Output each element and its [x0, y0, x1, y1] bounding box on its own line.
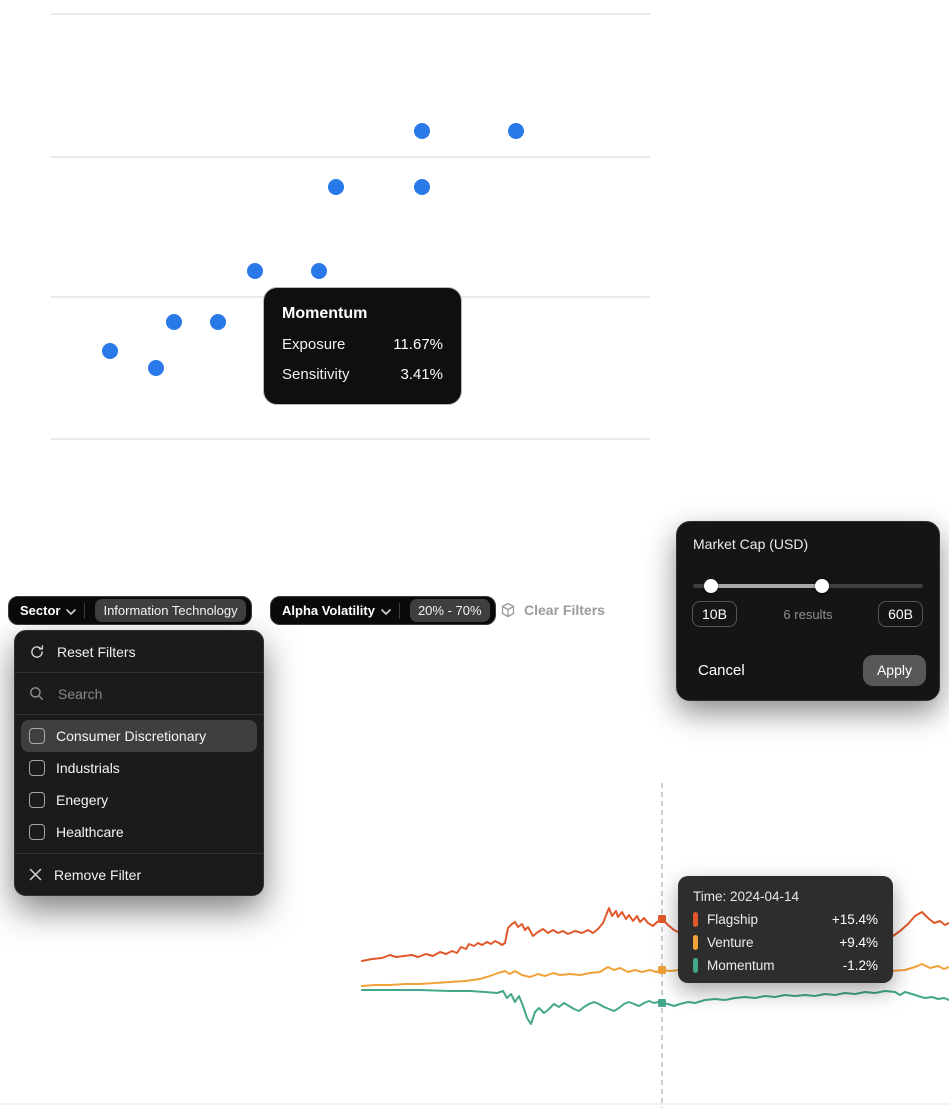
sector-filter-value-chip[interactable]: Information Technology — [95, 599, 246, 622]
tooltip-time: Time: 2024-04-14 — [693, 889, 800, 904]
checkbox[interactable] — [29, 760, 45, 776]
scatter-point[interactable] — [414, 179, 430, 195]
timeseries-tooltip: Time: 2024-04-14 Flagship +15.4% Venture… — [678, 876, 893, 983]
scatter-point[interactable] — [166, 314, 182, 330]
results-count: 6 results — [783, 607, 833, 622]
reset-filters-item[interactable]: Reset Filters — [15, 631, 263, 672]
remove-filter-label: Remove Filter — [54, 866, 142, 883]
sector-options-list: Consumer Discretionary Industrials Enege… — [15, 715, 263, 853]
series-name: Momentum — [707, 958, 775, 973]
series-color-bar — [693, 912, 698, 927]
alpha-volatility-filter-label: Alpha Volatility — [282, 603, 375, 618]
option-label: Industrials — [56, 760, 120, 776]
option-industrials[interactable]: Industrials — [21, 752, 257, 784]
slider-handle-min[interactable] — [704, 579, 719, 593]
series-color-bar — [693, 935, 698, 950]
series-color-bar — [693, 958, 698, 973]
tooltip-row-flagship: Flagship +15.4% — [693, 912, 878, 927]
checkbox[interactable] — [29, 824, 45, 840]
cancel-button[interactable]: Cancel — [698, 662, 745, 679]
scatter-point[interactable] — [210, 314, 226, 330]
option-label: Consumer Discretionary — [56, 728, 207, 744]
market-cap-title: Market Cap (USD) — [693, 536, 809, 552]
remove-filter-item[interactable]: Remove Filter — [15, 854, 263, 895]
option-healthcare[interactable]: Healthcare — [21, 816, 257, 848]
alpha-volatility-filter-pill[interactable]: Alpha Volatility 20% - 70% — [270, 596, 496, 625]
tooltip-row-venture: Venture +9.4% — [693, 935, 878, 950]
sector-dropdown-menu: Reset Filters Consumer Discretionary Ind… — [14, 630, 264, 896]
slider-handle-max[interactable] — [814, 579, 829, 593]
cursor-marker-momentum — [658, 999, 666, 1007]
refresh-icon — [29, 644, 45, 660]
market-cap-range-slider[interactable] — [693, 572, 923, 600]
search-icon — [29, 686, 44, 701]
cursor-marker-venture — [658, 966, 666, 974]
scatter-point[interactable] — [311, 263, 327, 279]
alpha-volatility-value-chip[interactable]: 20% - 70% — [409, 599, 490, 622]
reset-filters-label: Reset Filters — [57, 643, 136, 660]
series-name: Flagship — [707, 912, 759, 927]
close-icon — [29, 868, 42, 881]
sector-filter-label: Sector — [20, 603, 61, 618]
series-name: Venture — [707, 935, 754, 950]
chevron-down-icon — [381, 608, 391, 615]
pill-divider — [398, 602, 400, 619]
scatter-point[interactable] — [414, 123, 430, 139]
exposure-value: 11.67% — [393, 336, 443, 353]
scatter-point[interactable] — [328, 179, 344, 195]
menu-divider — [15, 853, 263, 854]
menu-search-row[interactable] — [15, 673, 263, 714]
option-label: Healthcare — [56, 824, 124, 840]
checkbox[interactable] — [29, 792, 45, 808]
series-line-momentum — [361, 989, 949, 1025]
package-icon — [500, 602, 516, 618]
tooltip-row-momentum: Momentum -1.2% — [693, 958, 878, 973]
clear-filters-label: Clear Filters — [524, 602, 605, 618]
scatter-point[interactable] — [102, 343, 118, 359]
apply-button[interactable]: Apply — [862, 655, 926, 686]
sector-filter-pill[interactable]: Sector Information Technology — [8, 596, 252, 625]
option-enegery[interactable]: Enegery — [21, 784, 257, 816]
option-label: Enegery — [56, 792, 109, 808]
scatter-tooltip-row: Sensitivity 3.41% — [282, 366, 443, 383]
search-input[interactable] — [56, 684, 249, 703]
scatter-tooltip: Momentum Exposure 11.67% Sensitivity 3.4… — [263, 287, 462, 405]
cursor-marker-flagship — [658, 915, 666, 923]
option-consumer-discretionary[interactable]: Consumer Discretionary — [21, 720, 257, 752]
scatter-tooltip-row: Exposure 11.67% — [282, 336, 443, 353]
scatter-point[interactable] — [247, 263, 263, 279]
scatter-point[interactable] — [148, 360, 164, 376]
slider-selected-range — [711, 584, 822, 588]
menu-divider — [15, 714, 263, 715]
max-value-box[interactable]: 60B — [878, 601, 923, 627]
market-cap-popover: Market Cap (USD) 10B 6 results 60B Cance… — [676, 521, 940, 701]
chevron-down-icon — [66, 608, 77, 615]
sensitivity-value: 3.41% — [400, 366, 443, 383]
series-value: +9.4% — [839, 935, 878, 950]
sensitivity-label: Sensitivity — [282, 366, 350, 383]
series-value: +15.4% — [831, 912, 878, 927]
checkbox[interactable] — [29, 728, 45, 744]
scatter-tooltip-title: Momentum — [282, 305, 368, 322]
series-value: -1.2% — [842, 958, 878, 973]
exposure-label: Exposure — [282, 336, 346, 353]
min-value-box[interactable]: 10B — [692, 601, 737, 627]
scatter-point[interactable] — [508, 123, 524, 139]
pill-divider — [84, 602, 86, 619]
menu-divider — [15, 672, 263, 673]
clear-filters-button[interactable]: Clear Filters — [500, 602, 605, 618]
